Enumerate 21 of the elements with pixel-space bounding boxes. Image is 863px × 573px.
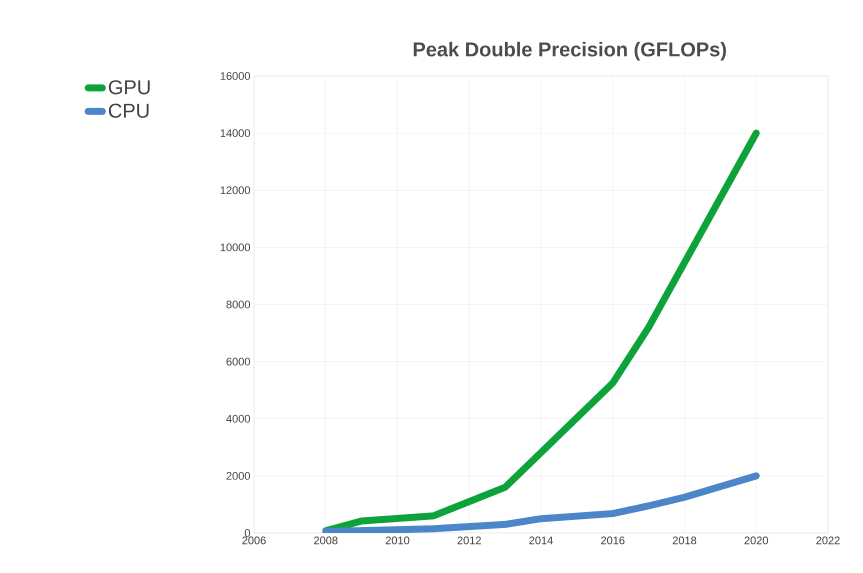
x-tick-label: 2018 bbox=[672, 536, 696, 544]
chart-title: Peak Double Precision (GFLOPs) bbox=[414, 42, 726, 60]
x-tick-label: 2006 bbox=[242, 536, 266, 544]
x-tick-label: 2020 bbox=[744, 536, 768, 544]
legend-label: GPU bbox=[108, 80, 150, 94]
y-tick-label: 4000 bbox=[226, 414, 250, 423]
y-tick-label: 16000 bbox=[220, 72, 250, 80]
x-tick-label: 2010 bbox=[386, 536, 410, 544]
y-tick-label: 2000 bbox=[226, 472, 250, 480]
y-tick-label: 0 bbox=[244, 529, 250, 537]
y-tick-label: 14000 bbox=[220, 129, 250, 138]
x-tick-label: 2016 bbox=[601, 536, 624, 544]
x-tick-label: 2008 bbox=[314, 536, 338, 544]
y-tick-label: 6000 bbox=[226, 358, 250, 366]
legend-label: CPU bbox=[108, 104, 149, 118]
y-tick-label: 8000 bbox=[226, 300, 250, 308]
x-tick-label: 2022 bbox=[816, 536, 840, 544]
y-tick-label: 12000 bbox=[220, 186, 250, 194]
x-tick-label: 2014 bbox=[529, 536, 553, 544]
y-tick-label: 10000 bbox=[220, 243, 250, 252]
x-tick-label: 2012 bbox=[458, 536, 481, 544]
